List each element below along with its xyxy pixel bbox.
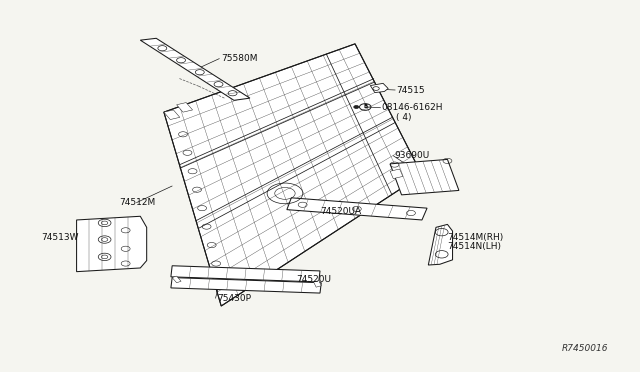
Text: B: B [363,105,367,109]
Polygon shape [171,278,321,293]
Text: 93690U: 93690U [394,151,430,160]
Polygon shape [390,169,403,179]
Polygon shape [171,266,320,282]
Text: R7450016: R7450016 [562,344,609,353]
Text: ( 4): ( 4) [396,113,412,122]
Text: 74520UA: 74520UA [320,206,361,216]
Polygon shape [371,83,388,93]
Polygon shape [164,110,180,119]
Polygon shape [177,103,193,112]
Text: 74512M: 74512M [119,198,156,207]
Text: 74520U: 74520U [296,275,332,283]
Text: 74515: 74515 [396,86,425,94]
Text: 08146-6162H: 08146-6162H [382,103,444,112]
Circle shape [354,106,359,109]
Polygon shape [428,224,452,265]
Polygon shape [77,216,147,272]
Text: 74514N(LH): 74514N(LH) [447,242,502,251]
Polygon shape [287,198,427,220]
Polygon shape [140,38,250,100]
Polygon shape [172,276,181,283]
Text: 74513W: 74513W [41,233,78,242]
Text: 75430P: 75430P [217,294,251,303]
Text: 74514M(RH): 74514M(RH) [447,233,504,242]
Polygon shape [314,280,321,287]
Text: 75580M: 75580M [221,54,258,63]
Polygon shape [164,44,422,306]
Polygon shape [390,160,459,195]
